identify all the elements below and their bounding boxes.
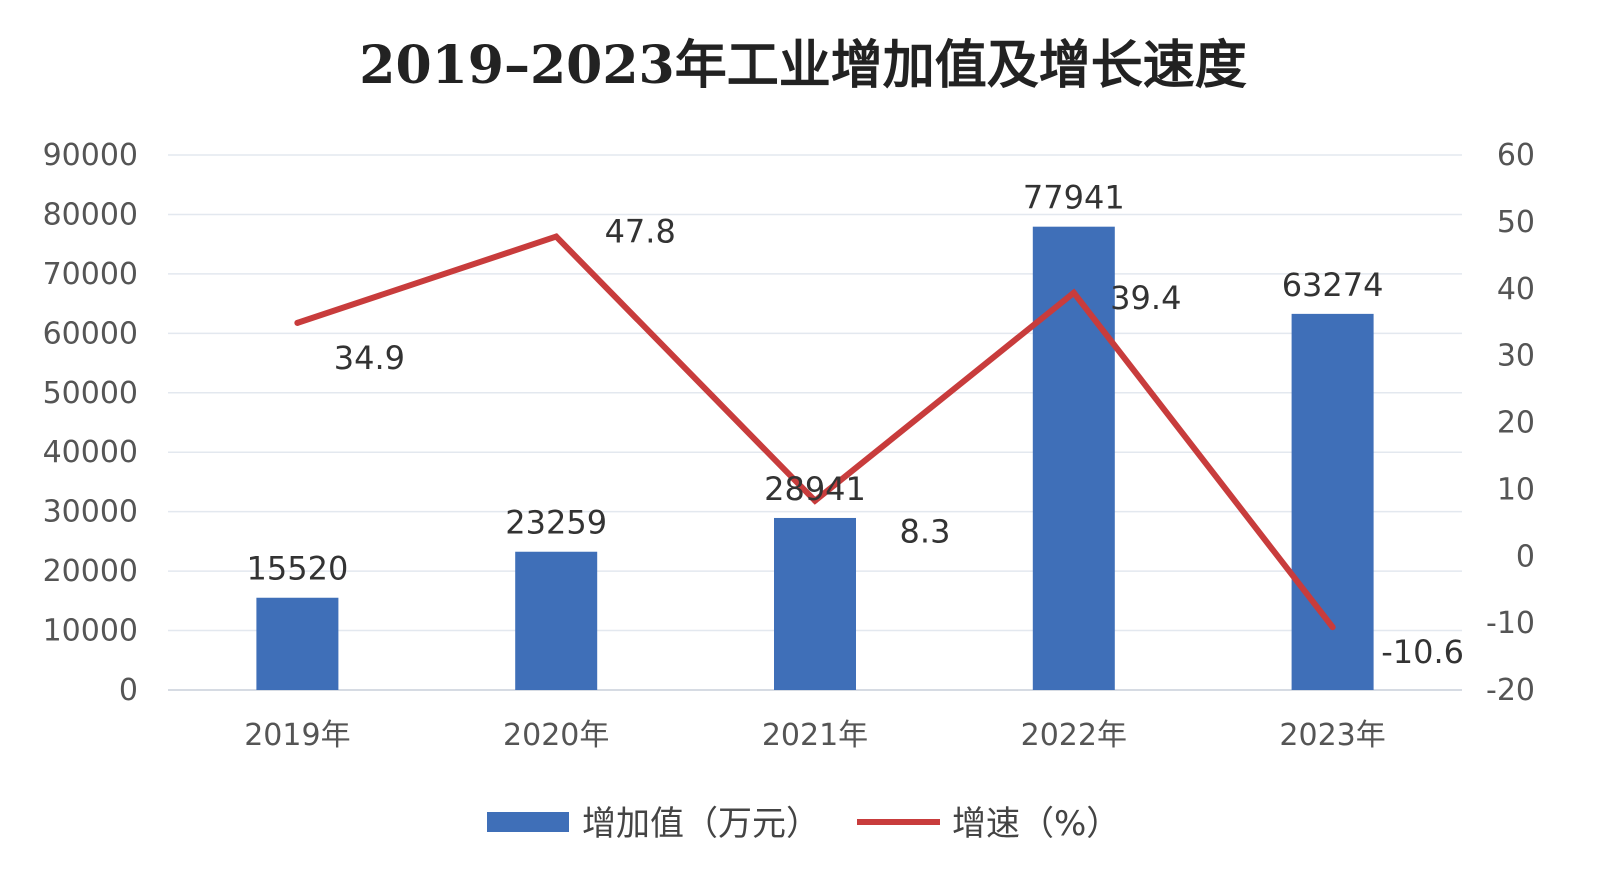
- line-point: [1329, 624, 1336, 631]
- line-point: [1070, 289, 1077, 296]
- x-axis: 2019年 2020年 2021年 2022年 2023年: [244, 718, 1386, 753]
- bar: [515, 551, 598, 690]
- legend-line-label: 增速（%）: [952, 804, 1120, 844]
- bar: [1032, 226, 1115, 690]
- line-value-label: -10.6: [1381, 633, 1464, 671]
- line-data-labels: 34.9 47.8 8.3 39.4 -10.6: [334, 213, 1464, 672]
- bar: [774, 517, 856, 690]
- x-axis-tick-label: 2019年: [244, 718, 350, 753]
- left-axis-tick-label: 20000: [43, 554, 138, 589]
- left-axis-tick-label: 60000: [43, 316, 138, 351]
- line-value-label: 39.4: [1110, 279, 1181, 317]
- left-axis-tick-label: 30000: [43, 495, 138, 530]
- right-axis: -20 -10 0 10 20 30 40 50 60: [1486, 138, 1535, 708]
- bar-value-label: 23259: [505, 504, 607, 542]
- bar-series: [256, 226, 1374, 690]
- left-axis-tick-label: 70000: [43, 257, 138, 292]
- x-axis-tick-label: 2021年: [762, 718, 868, 753]
- right-axis-tick-label: 10: [1497, 472, 1535, 507]
- bar-value-label: 15520: [247, 550, 349, 588]
- legend-bar-label: 增加值（万元）: [582, 804, 820, 844]
- right-axis-tick-label: 60: [1497, 138, 1535, 173]
- bar-value-label: 28941: [764, 470, 866, 508]
- legend: 增加值（万元） 增速（%）: [487, 804, 1120, 844]
- right-axis-tick-label: -20: [1486, 673, 1535, 708]
- line-value-label: 8.3: [900, 513, 951, 551]
- left-axis-tick-label: 40000: [43, 435, 138, 470]
- bar: [1291, 313, 1374, 690]
- left-axis: 0 10000 20000 30000 40000 50000 60000 70000 8000…: [43, 138, 138, 708]
- left-axis-tick-label: 50000: [43, 376, 138, 411]
- line-value-label: 47.8: [605, 213, 676, 251]
- chart-title: 2019–2023年工业增加值及增长速度: [359, 35, 1246, 96]
- x-axis-tick-label: 2023年: [1279, 718, 1385, 753]
- x-axis-tick-label: 2020年: [503, 718, 609, 753]
- line-value-label: 34.9: [334, 339, 405, 377]
- line-point: [553, 233, 560, 240]
- x-axis-tick-label: 2022年: [1021, 718, 1127, 753]
- right-axis-tick-label: 0: [1516, 539, 1535, 574]
- bar-value-label: 77941: [1023, 179, 1125, 217]
- bar-value-label: 63274: [1282, 266, 1384, 304]
- left-axis-tick-label: 80000: [43, 197, 138, 232]
- legend-bar-swatch: [487, 812, 569, 832]
- line-point: [294, 319, 301, 326]
- right-axis-tick-label: 50: [1497, 205, 1535, 240]
- bar: [256, 597, 339, 690]
- gridlines: [168, 154, 1462, 691]
- line-series: [294, 233, 1336, 631]
- left-axis-tick-label: 90000: [43, 138, 138, 173]
- left-axis-tick-label: 0: [119, 673, 138, 708]
- right-axis-tick-label: 30: [1497, 339, 1535, 374]
- right-axis-tick-label: 40: [1497, 272, 1535, 307]
- line-point: [812, 497, 818, 504]
- left-axis-tick-label: 10000: [43, 614, 138, 649]
- bar-data-labels: 15520 23259 28941 77941 63274: [247, 179, 1384, 588]
- right-axis-tick-label: 20: [1497, 406, 1535, 441]
- right-axis-tick-label: -10: [1486, 606, 1535, 641]
